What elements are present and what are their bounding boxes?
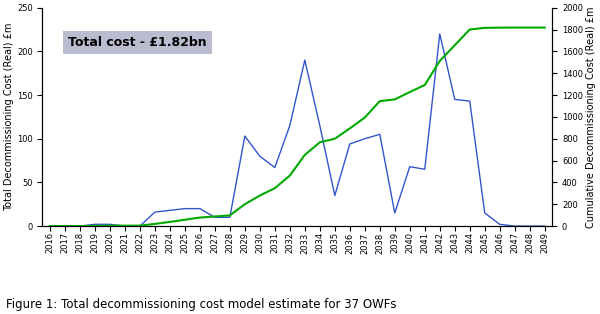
Y-axis label: Total Decommissioning Cost (Real) £m: Total Decommissioning Cost (Real) £m — [4, 23, 14, 211]
Text: Figure 1: Total decommissioning cost model estimate for 37 OWFs: Figure 1: Total decommissioning cost mod… — [6, 298, 397, 311]
Text: Total cost - £1.82bn: Total cost - £1.82bn — [68, 35, 206, 49]
Y-axis label: Cumulative Decommissioning Cost (Real) £m: Cumulative Decommissioning Cost (Real) £… — [586, 6, 596, 228]
